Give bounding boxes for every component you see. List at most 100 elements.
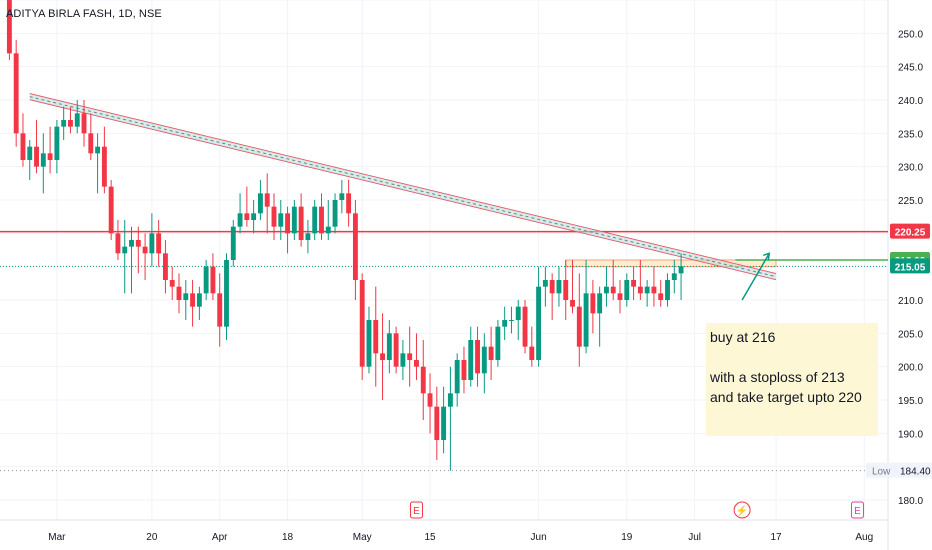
candle-body[interactable] [570, 300, 575, 307]
candle-body[interactable] [298, 206, 304, 240]
candle-body[interactable] [414, 360, 419, 367]
candle-body[interactable] [610, 286, 616, 294]
candle-body[interactable] [352, 213, 358, 280]
candle-body[interactable] [549, 280, 555, 294]
candle-body[interactable] [27, 146, 33, 160]
candle-body[interactable] [583, 293, 589, 347]
candle-body[interactable] [129, 240, 134, 247]
candle-body[interactable] [95, 146, 101, 154]
candle-body[interactable] [305, 233, 311, 240]
candle-body[interactable] [210, 266, 216, 294]
candle-body[interactable] [183, 293, 189, 300]
dividend-bolt-icon[interactable] [733, 501, 751, 519]
candle-body[interactable] [454, 360, 460, 394]
candle-body[interactable] [380, 353, 385, 360]
candle-body[interactable] [502, 320, 508, 327]
candle-body[interactable] [400, 353, 406, 367]
candle-body[interactable] [61, 120, 67, 127]
candle-body[interactable] [665, 280, 670, 300]
candle-body[interactable] [162, 253, 168, 280]
candle-body[interactable] [346, 193, 352, 214]
candle-body[interactable] [34, 146, 39, 167]
candle-body[interactable] [20, 133, 26, 160]
candle-body[interactable] [149, 233, 155, 254]
candle-body[interactable] [637, 286, 643, 294]
candle-body[interactable] [475, 340, 480, 374]
breakout-arrow[interactable] [741, 252, 770, 301]
candle-body[interactable] [169, 280, 175, 287]
candle-body[interactable] [556, 280, 562, 294]
candle-body[interactable] [257, 193, 263, 214]
candle-body[interactable] [617, 293, 623, 300]
candle-body[interactable] [285, 213, 291, 234]
candle-body[interactable] [671, 273, 677, 280]
candle-body[interactable] [217, 293, 223, 327]
candle-body[interactable] [434, 406, 440, 440]
price-axis[interactable] [888, 0, 932, 550]
candle-body[interactable] [237, 213, 243, 227]
candle-body[interactable] [74, 113, 80, 127]
candle-body[interactable] [359, 280, 365, 367]
candle-body[interactable] [495, 326, 501, 360]
candle-body[interactable] [393, 333, 399, 367]
candle-body[interactable] [529, 346, 535, 360]
candle-body[interactable] [542, 280, 548, 287]
candle-body[interactable] [468, 340, 474, 380]
candle-body[interactable] [68, 120, 73, 127]
candle-body[interactable] [488, 346, 494, 360]
candle-body[interactable] [196, 293, 202, 307]
candle-body[interactable] [603, 286, 609, 294]
candle-body[interactable] [522, 306, 528, 347]
candle-body[interactable] [420, 366, 426, 394]
candle-body[interactable] [590, 293, 596, 314]
candle-body[interactable] [509, 320, 514, 321]
candle-body[interactable] [251, 213, 257, 220]
candle-body[interactable] [332, 200, 338, 227]
candle-body[interactable] [230, 226, 236, 260]
resistance-price-tag[interactable] [890, 223, 930, 239]
candle-body[interactable] [13, 53, 19, 134]
candle-body[interactable] [190, 293, 196, 307]
last-price-tag[interactable] [890, 258, 930, 274]
candle-body[interactable] [156, 233, 162, 254]
earnings-e-icon[interactable] [409, 501, 423, 519]
candle-body[interactable] [386, 333, 392, 360]
candle-body[interactable] [122, 246, 128, 254]
candle-body[interactable] [515, 306, 521, 320]
candle-body[interactable] [461, 360, 467, 380]
candle-body[interactable] [101, 146, 107, 187]
candle-body[interactable] [644, 286, 650, 294]
candle-body[interactable] [203, 266, 209, 294]
candle-body[interactable] [447, 393, 453, 407]
candle-body[interactable] [47, 153, 53, 160]
earnings-e-icon[interactable] [850, 501, 864, 519]
candle-body[interactable] [373, 320, 379, 354]
candle-body[interactable] [325, 226, 331, 234]
candle-body[interactable] [651, 286, 657, 294]
candle-body[interactable] [135, 240, 141, 247]
candle-body[interactable] [312, 206, 318, 234]
candle-body[interactable] [264, 193, 270, 207]
symbol-title[interactable]: ADITYA BIRLA FASH, 1D, NSE [6, 8, 162, 20]
candle-body[interactable] [319, 206, 324, 234]
candle-body[interactable] [244, 213, 250, 220]
candle-body[interactable] [658, 293, 664, 300]
candle-body[interactable] [407, 353, 413, 360]
candle-body[interactable] [339, 193, 345, 200]
candle-body[interactable] [176, 286, 182, 300]
candle-body[interactable] [278, 213, 284, 227]
candle-body[interactable] [224, 260, 229, 327]
candle-body[interactable] [536, 286, 542, 360]
candle-body[interactable] [40, 153, 46, 167]
candle-body[interactable] [631, 280, 637, 287]
candle-body[interactable] [108, 186, 114, 234]
candle-body[interactable] [81, 113, 87, 134]
candle-body[interactable] [291, 206, 297, 234]
candle-body[interactable] [624, 280, 630, 300]
candle-body[interactable] [366, 320, 372, 367]
candle-body[interactable] [115, 233, 121, 254]
candle-body[interactable] [6, 0, 12, 54]
candle-body[interactable] [481, 346, 487, 374]
